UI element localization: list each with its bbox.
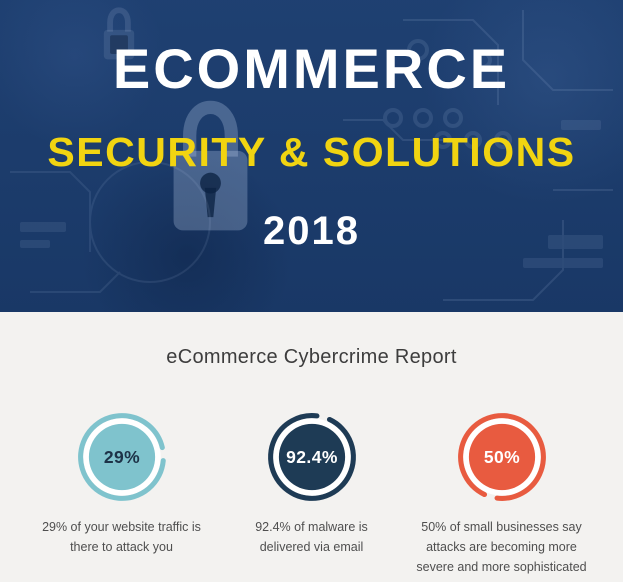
hero-year: 2018 — [263, 208, 360, 253]
stat-disc — [278, 423, 345, 491]
stat-ring — [267, 413, 356, 501]
stat-value: 50% — [483, 447, 519, 467]
hero-section: ECOMMERCE SECURITY & SOLUTIONS 2018 — [0, 0, 623, 312]
stat-item-website-traffic: 29% 29% of your website traffic is there… — [27, 411, 217, 577]
report-title: eCommerce Cybercrime Report — [166, 346, 457, 368]
stat-caption: 29% of your website traffic is there to … — [42, 520, 201, 554]
stat-value: 29% — [103, 447, 139, 467]
hero-subtitle: SECURITY & SOLUTIONS — [47, 128, 576, 175]
stat-ring — [457, 413, 546, 501]
stat-ring — [77, 413, 166, 501]
stat-caption: 50% of small businesses say attacks are … — [416, 520, 587, 574]
stat-circle-badge: 92.4% — [267, 413, 356, 501]
stat-caption: 92.4% of malware is delivered via email — [255, 520, 368, 554]
hero-title: ECOMMERCE — [112, 37, 511, 100]
stat-item-small-businesses: 50% 50% of small businesses say attacks … — [407, 411, 597, 577]
stat-disc — [468, 423, 535, 491]
report-section: eCommerce Cybercrime Report 29% 29% of y… — [0, 312, 623, 582]
stat-disc — [88, 423, 155, 491]
stat-circle-badge: 29% — [77, 413, 166, 501]
stat-item-malware-email: 92.4% 92.4% of malware is delivered via … — [217, 411, 407, 577]
stats-row: 29% 29% of your website traffic is there… — [0, 411, 623, 577]
stat-circle-badge: 50% — [457, 413, 546, 501]
stat-value: 92.4% — [286, 447, 338, 467]
